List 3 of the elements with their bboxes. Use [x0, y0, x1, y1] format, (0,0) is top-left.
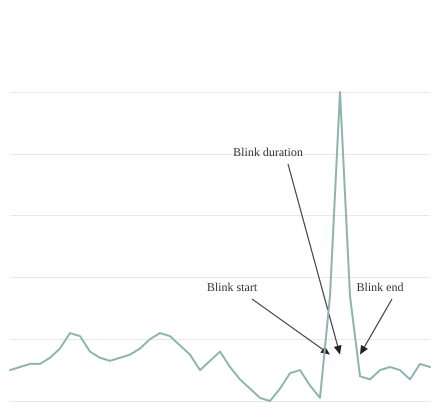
annotation: Blink end [356, 280, 404, 294]
annotation: Blink duration [233, 145, 303, 159]
annotation: Blink start [206, 280, 258, 294]
